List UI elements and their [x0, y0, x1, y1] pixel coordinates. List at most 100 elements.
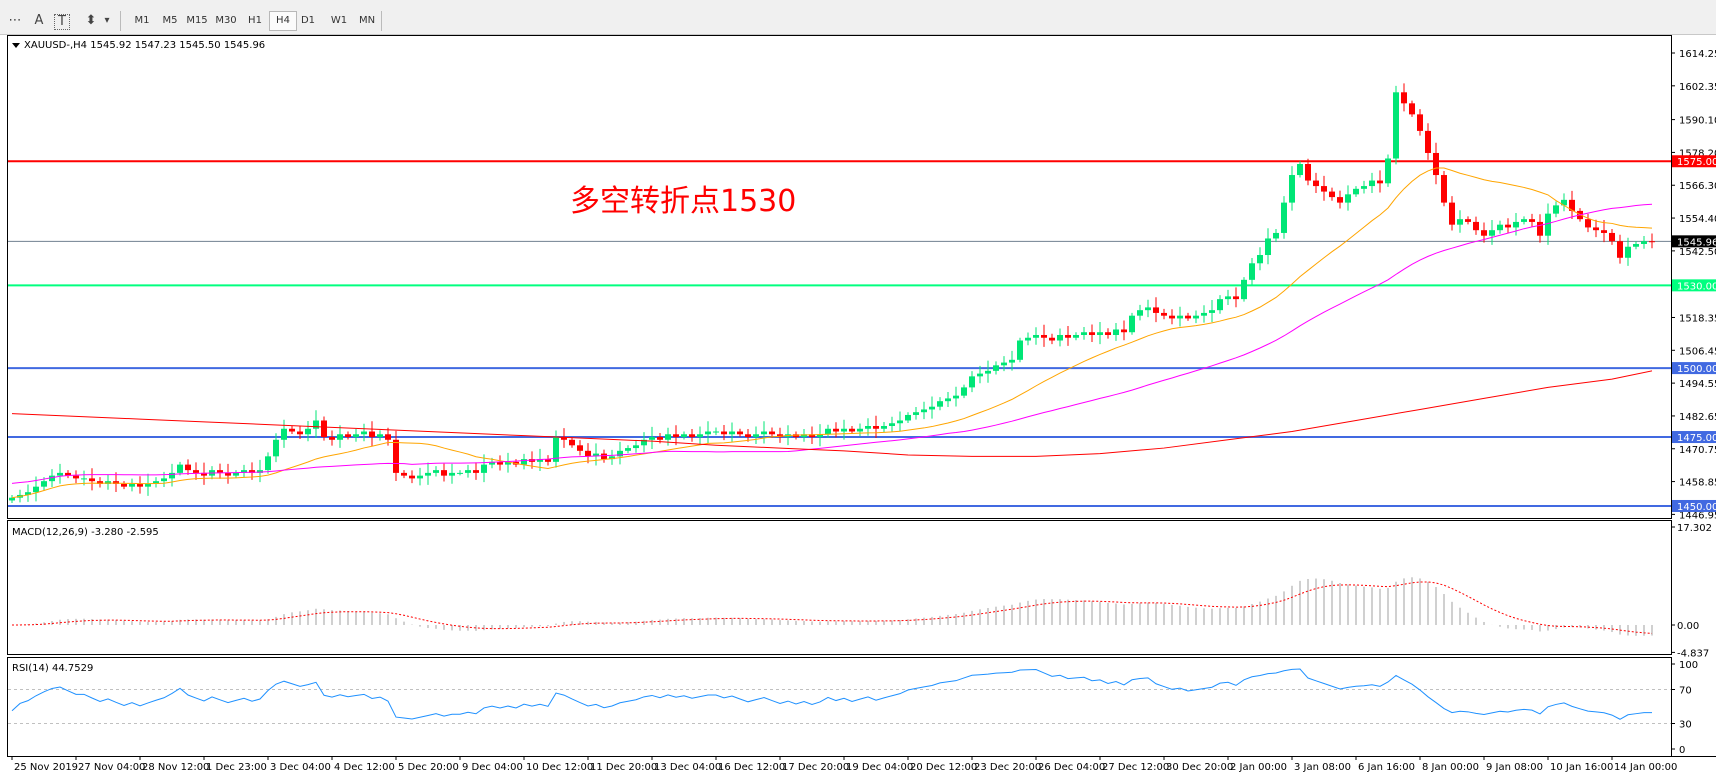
candle — [593, 443, 599, 466]
candle-body — [113, 481, 119, 484]
candle-body — [521, 459, 527, 465]
triangle-down-icon[interactable] — [12, 43, 20, 48]
timeframe-d1-button[interactable]: D1 — [300, 15, 316, 26]
timeframe-m1-button[interactable]: M1 — [134, 15, 150, 26]
candle — [1121, 320, 1127, 341]
candle — [449, 463, 455, 484]
candle-body — [33, 486, 39, 493]
candle — [441, 463, 447, 482]
candle — [1225, 289, 1231, 305]
candle-body — [57, 472, 63, 476]
candle — [305, 421, 311, 442]
candle-body — [489, 461, 495, 465]
chevron-down-icon[interactable]: ▾ — [104, 15, 110, 26]
annotation-text[interactable]: 多空转折点1530 — [570, 184, 796, 219]
candle — [281, 419, 287, 448]
candle-body — [689, 434, 695, 438]
candle-body — [825, 428, 831, 435]
candle-body — [169, 472, 175, 479]
text-icon[interactable]: A — [34, 13, 44, 28]
candle — [329, 430, 335, 446]
candle — [321, 416, 327, 441]
candle — [289, 426, 295, 434]
candle — [713, 427, 719, 436]
candle-body — [1097, 332, 1103, 335]
candle-body — [329, 437, 335, 440]
candle — [241, 464, 247, 478]
candle — [1049, 333, 1055, 345]
price-pane — [7, 35, 1672, 519]
candle — [1505, 218, 1511, 234]
candle — [1593, 219, 1599, 238]
candle-body — [1489, 230, 1495, 236]
candle-body — [1513, 221, 1519, 228]
candle-body — [609, 456, 615, 460]
candle — [561, 428, 567, 448]
candle-body — [249, 470, 255, 473]
candle — [233, 470, 239, 479]
candle — [1313, 172, 1319, 194]
candle-body — [1137, 310, 1143, 316]
timeframe-h1-button[interactable]: H1 — [248, 15, 262, 26]
candle — [889, 416, 895, 432]
time-tick-label: 30 Dec 20:00 — [1166, 762, 1233, 773]
candle — [1633, 241, 1639, 250]
candle — [1153, 297, 1159, 323]
candle — [929, 396, 935, 419]
timeframe-m30-button[interactable]: M30 — [215, 15, 237, 26]
candle — [609, 449, 615, 465]
price-line-tag-label: 1575.00 — [1677, 157, 1716, 168]
price-tick-label: 1590.10 — [1679, 116, 1716, 127]
fibo-fan-icon[interactable]: ⋯ — [8, 13, 22, 28]
candle-body — [1649, 241, 1655, 243]
candle — [625, 445, 631, 454]
candle — [1337, 190, 1343, 209]
rsi-tick-label: 100 — [1679, 660, 1698, 671]
candle-body — [257, 470, 263, 473]
time-tick-label: 27 Nov 04:00 — [78, 762, 145, 773]
candle-body — [801, 434, 807, 438]
time-tick-label: 10 Dec 12:00 — [526, 762, 593, 773]
chart-background — [0, 35, 1716, 779]
rsi-label: RSI(14) 44.7529 — [12, 663, 93, 674]
candle-body — [241, 470, 247, 473]
time-tick-label: 26 Dec 04:00 — [1038, 762, 1105, 773]
chart-window[interactable]: 1614.25 1602.35 1590.10 1578.20 1566.30 1554.… — [0, 35, 1716, 779]
candle — [1201, 305, 1207, 323]
timeframe-m5-button[interactable]: M5 — [162, 15, 178, 26]
timeframe-mn-button[interactable]: MN — [358, 15, 376, 26]
candle-body — [1377, 180, 1383, 184]
candle — [505, 452, 511, 473]
candle-body — [1401, 92, 1407, 104]
candle — [1377, 170, 1383, 193]
arrows-icon[interactable]: ⬍ — [85, 13, 97, 28]
candle — [1305, 158, 1311, 186]
candle — [1113, 322, 1119, 341]
timeframe-h4-button[interactable]: H4 — [269, 11, 297, 31]
time-tick-label: 13 Dec 04:00 — [654, 762, 721, 773]
candle — [1137, 304, 1143, 321]
candle-body — [1153, 307, 1159, 313]
candle-body — [1449, 202, 1455, 225]
time-tick-label: 16 Dec 12:00 — [718, 762, 785, 773]
candle-body — [1329, 191, 1335, 198]
candle-body — [1321, 186, 1327, 192]
text-label-icon[interactable]: T — [54, 14, 70, 30]
timeframe-m15-button[interactable]: M15 — [186, 15, 208, 26]
timeframe-w1-button[interactable]: W1 — [330, 15, 348, 26]
candle — [905, 412, 911, 423]
candle — [1409, 100, 1415, 117]
candle-body — [1033, 334, 1039, 338]
candle-body — [1273, 232, 1279, 239]
candle-body — [1481, 230, 1487, 236]
candle — [353, 429, 359, 442]
candle-body — [777, 434, 783, 438]
candle-body — [657, 437, 663, 440]
candle-body — [1473, 221, 1479, 231]
candle-body — [385, 434, 391, 440]
candle — [1529, 213, 1535, 227]
candle-body — [233, 472, 239, 476]
candle-body — [377, 434, 383, 438]
charts-toolbar: ⋯ A T ⬍ ▾ M1 M5 M15 M30 H1 H4 D1 W1 MN — [0, 8, 1716, 35]
candle-body — [137, 483, 143, 487]
